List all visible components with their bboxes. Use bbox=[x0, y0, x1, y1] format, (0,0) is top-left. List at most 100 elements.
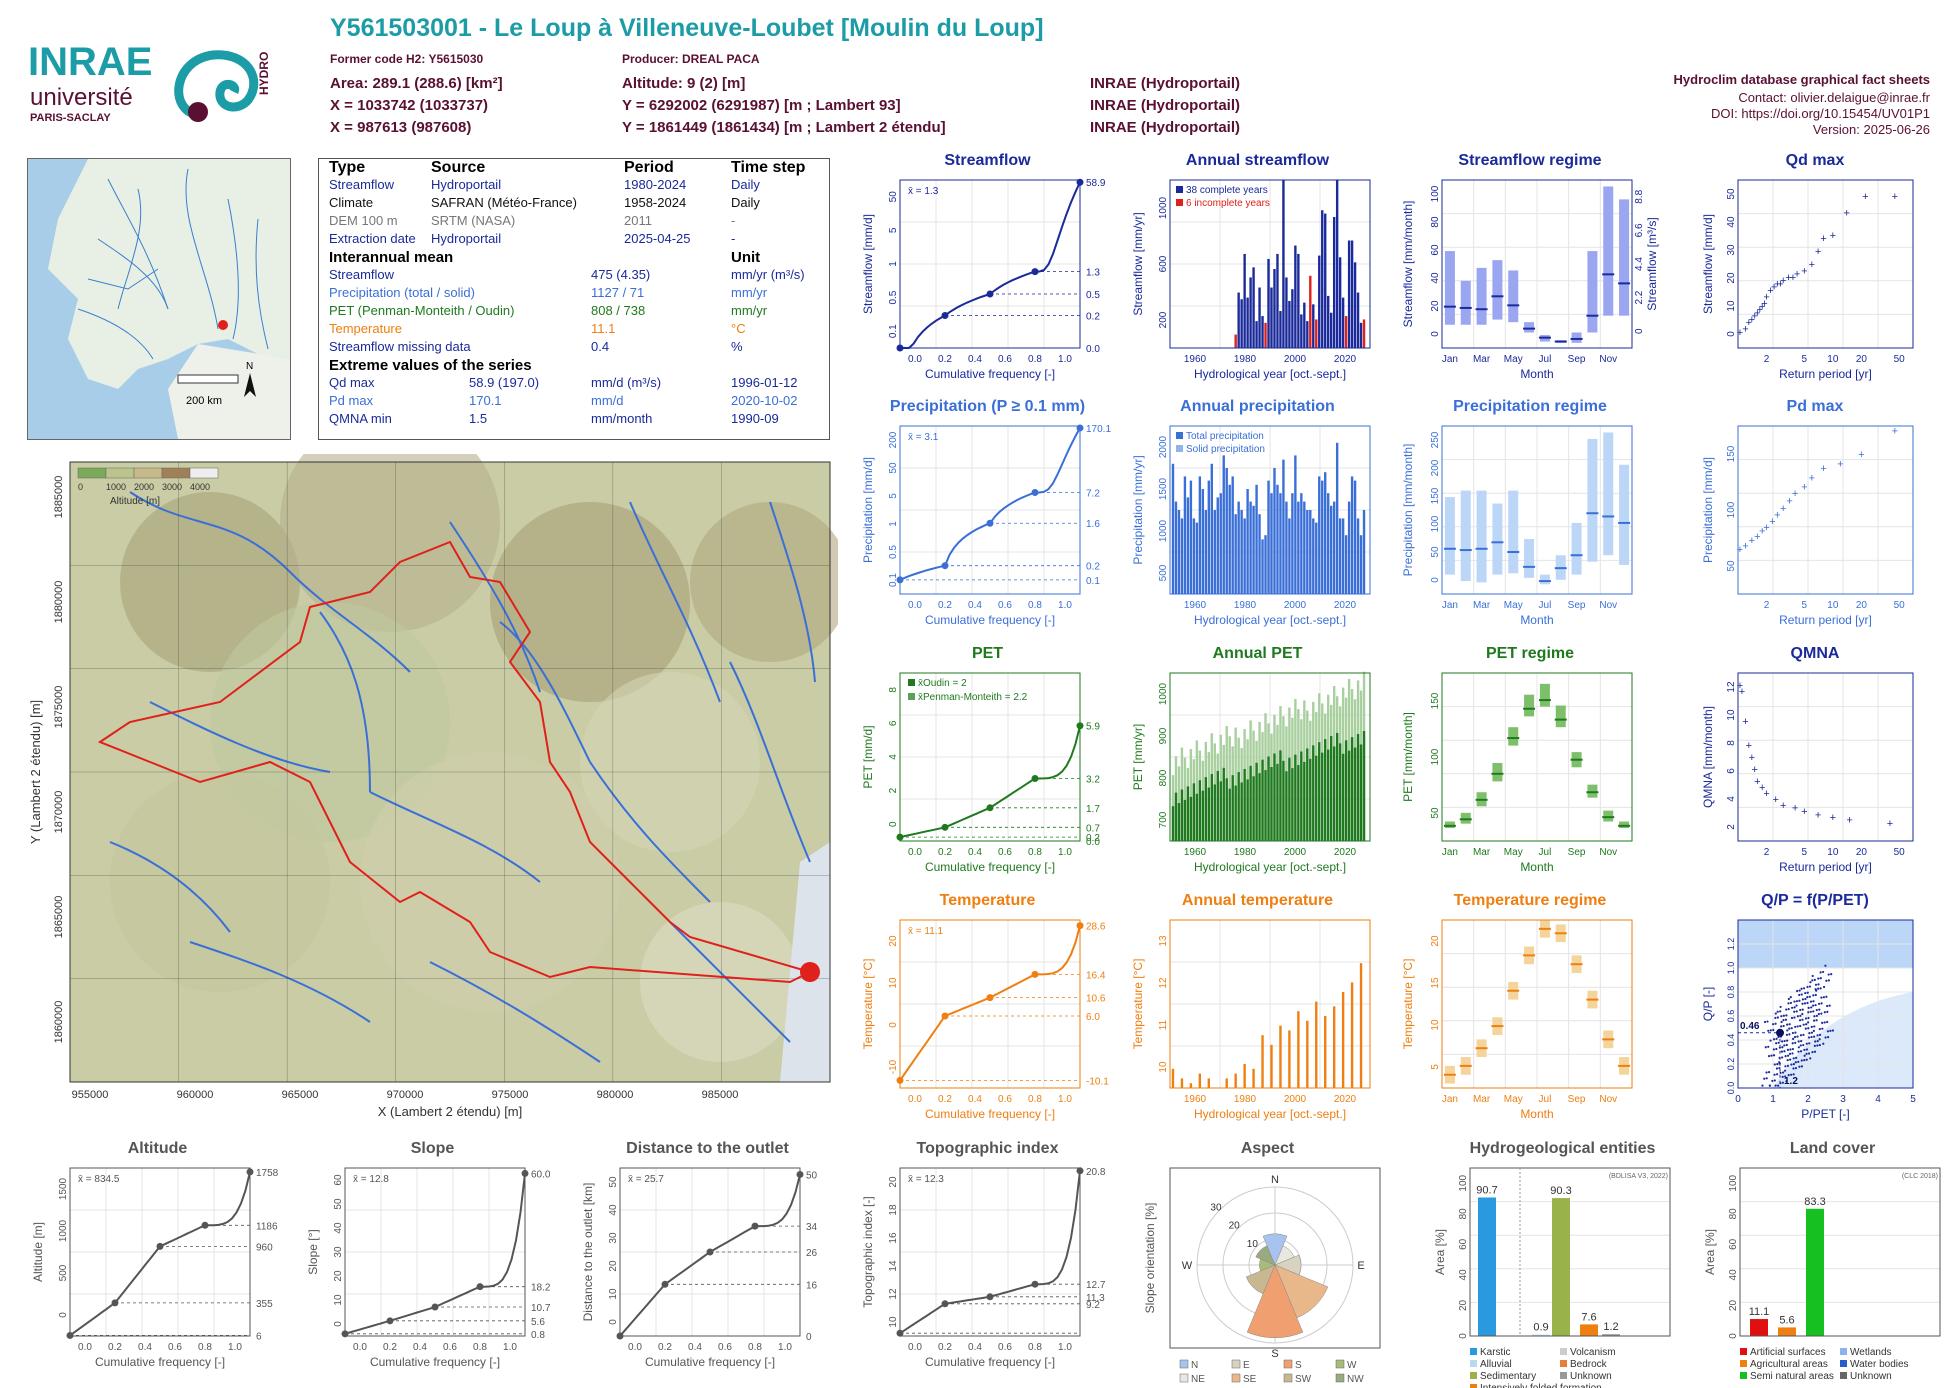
regime-box bbox=[1619, 199, 1630, 316]
x-tick: 0.4 bbox=[413, 1342, 427, 1353]
bar-oudin bbox=[1237, 772, 1240, 841]
x-tick: 0.8 bbox=[1028, 600, 1042, 611]
src-source: SRTM (NASA) bbox=[431, 213, 516, 228]
scatter-dot bbox=[1774, 1022, 1777, 1025]
legend-entry: Sedimentary bbox=[1480, 1371, 1536, 1382]
scatter-dot bbox=[1798, 999, 1801, 1002]
scatter-dot bbox=[1816, 1034, 1819, 1037]
quantile-label: 0.2 bbox=[1086, 312, 1100, 323]
bar bbox=[1303, 501, 1306, 594]
mean-label: x̄ = 12.8 bbox=[353, 1174, 389, 1185]
x-tick: 0.6 bbox=[998, 354, 1012, 365]
ext-date: 1990-09 bbox=[731, 411, 779, 426]
bar bbox=[1330, 505, 1333, 594]
river-line bbox=[189, 941, 371, 1023]
panel-title: Aspect bbox=[1240, 1140, 1295, 1157]
scatter-dot bbox=[1780, 1015, 1783, 1018]
src-type: Streamflow bbox=[329, 177, 395, 192]
scatter-dot bbox=[1794, 1041, 1797, 1044]
scatter-dot bbox=[1792, 1073, 1795, 1076]
x-tick: 2 bbox=[1805, 1094, 1811, 1105]
y-tick: 30 bbox=[608, 1232, 619, 1244]
map-x-label: X (Lambert 2 étendu) [m] bbox=[378, 1104, 523, 1119]
aspect-ring-label: 20 bbox=[1229, 1221, 1241, 1232]
scatter-dot bbox=[1781, 1075, 1784, 1078]
x-tick: 0.0 bbox=[908, 1342, 922, 1353]
y-tick: 0.2 bbox=[1726, 1058, 1736, 1071]
bar-oudin bbox=[1180, 789, 1184, 841]
bar bbox=[1261, 316, 1264, 348]
bar bbox=[1309, 275, 1312, 348]
quantile-point bbox=[1076, 722, 1084, 730]
x-axis-label: Month bbox=[1520, 613, 1553, 627]
y-tick: 30 bbox=[333, 1246, 344, 1258]
x-tick: 0.0 bbox=[353, 1342, 367, 1353]
terrain-patch bbox=[640, 902, 800, 1062]
scatter-dot bbox=[1802, 987, 1806, 990]
scatter-dot bbox=[1771, 1079, 1774, 1083]
x-tick: 1.0 bbox=[1058, 1342, 1072, 1353]
bar bbox=[1356, 292, 1360, 348]
bar bbox=[1353, 480, 1357, 594]
chart-svg-annual-temperature: 10 11 12 13 1960 1980 2000 2020 Temperature [°C]… bbox=[1131, 919, 1371, 1121]
bar-oudin bbox=[1332, 746, 1336, 841]
scatter-dot bbox=[1810, 1035, 1813, 1039]
bar-oudin bbox=[1186, 786, 1190, 841]
month-tick: Jan bbox=[1442, 1094, 1458, 1105]
y-tick: 8 bbox=[888, 687, 899, 693]
scatter-dot bbox=[1799, 1008, 1802, 1012]
scatter-dot bbox=[1807, 1027, 1810, 1030]
source-2: INRAE (Hydroportail) bbox=[1090, 97, 1240, 114]
quantile-label: 60.0 bbox=[531, 1169, 551, 1180]
regime-box bbox=[1444, 821, 1455, 828]
scatter-dot bbox=[1800, 1065, 1804, 1068]
y-tick: 150 bbox=[1430, 692, 1441, 709]
data-point: + bbox=[1751, 311, 1757, 323]
chart-svg-temperature-regime: Jan Mar May Jul Sep Nov 5 10 15 20 Temperature [°C… bbox=[1401, 919, 1633, 1121]
scatter-dot bbox=[1787, 1008, 1790, 1011]
quantile-label: 0.0 bbox=[1086, 837, 1100, 848]
plot-frame bbox=[1169, 425, 1371, 595]
plot-frame bbox=[1737, 179, 1914, 349]
x-tick: 1980 bbox=[1234, 847, 1257, 858]
map-x-tick: 955000 bbox=[72, 1089, 109, 1101]
y-tick: 40 bbox=[1458, 1269, 1469, 1281]
scatter-dot bbox=[1765, 1077, 1768, 1080]
regime-box bbox=[1603, 186, 1614, 316]
y-axis-label: PET [mm/d] bbox=[861, 725, 875, 788]
chart-svg-topo: 20.8 12.7 11.39.2 x̄ = 12.3 10 12 14 16 18 20 0.0 0… bbox=[861, 1167, 1106, 1369]
y-tick: 60 bbox=[1458, 1238, 1469, 1250]
scatter-dot bbox=[1814, 1040, 1817, 1043]
data-point: + bbox=[1767, 285, 1773, 297]
y-tick: 100 bbox=[1458, 1174, 1469, 1191]
data-point: + bbox=[1739, 686, 1745, 698]
month-tick: Mar bbox=[1473, 847, 1491, 858]
scatter-dot bbox=[1773, 1079, 1776, 1082]
legend-swatch bbox=[1176, 432, 1183, 439]
month-tick: May bbox=[1504, 847, 1523, 858]
map-y-tick: 1875000 bbox=[53, 686, 65, 729]
legend-swatch bbox=[1470, 1384, 1477, 1388]
ext-title: Extreme values of the series bbox=[329, 357, 532, 374]
quantile-label: 6 bbox=[256, 1331, 262, 1342]
mean-value: 11.1 bbox=[591, 321, 616, 336]
bar bbox=[1171, 463, 1175, 594]
month-tick: May bbox=[1504, 1094, 1523, 1105]
panel-title: Annual precipitation bbox=[1180, 398, 1335, 415]
y-tick: 200 bbox=[1158, 311, 1169, 328]
scatter-dot bbox=[1785, 1080, 1788, 1083]
x-tick: 3 bbox=[1840, 1094, 1846, 1105]
scatter-dot bbox=[1818, 1027, 1821, 1031]
bar bbox=[1249, 501, 1252, 594]
bar-oudin bbox=[1324, 739, 1327, 841]
bar bbox=[1267, 258, 1270, 348]
db-title: Hydroclim database graphical fact sheets bbox=[1673, 72, 1930, 87]
bar bbox=[1359, 963, 1363, 1088]
plot-frame bbox=[1469, 1167, 1671, 1337]
bar-oudin bbox=[1309, 758, 1312, 841]
scatter-dot bbox=[1806, 996, 1809, 999]
mean-name: Streamflow missing data bbox=[329, 339, 471, 354]
aspect-dir: W bbox=[1182, 1260, 1193, 1272]
legend-swatch bbox=[1283, 1359, 1293, 1369]
